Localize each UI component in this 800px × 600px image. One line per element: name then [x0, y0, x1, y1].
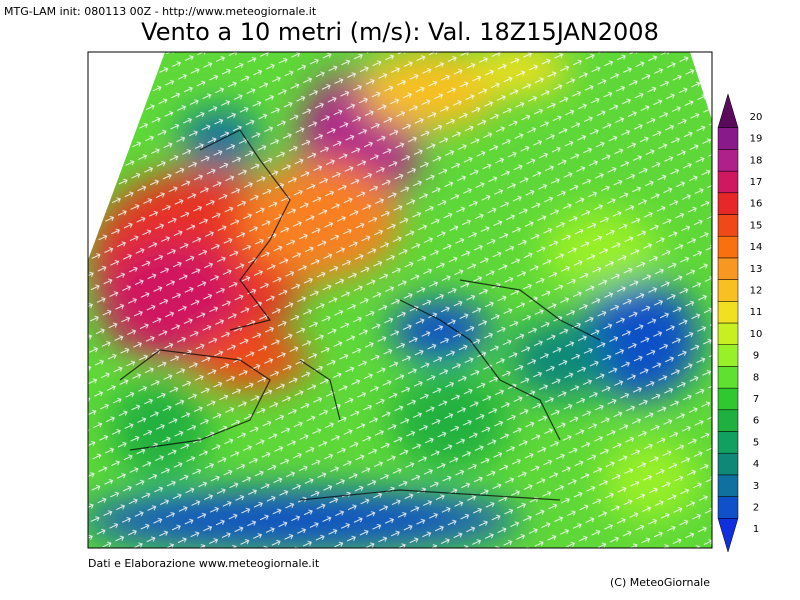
- colorbar-segment: [717, 387, 739, 411]
- colorbar-segment: [717, 279, 739, 302]
- colorbar-segment: [717, 496, 739, 519]
- colorbar-segment: [717, 366, 739, 389]
- colorbar-segment: [717, 431, 739, 454]
- colorbar-label: 17: [750, 177, 763, 188]
- colorbar-segment: [717, 170, 739, 194]
- colorbar-segment: [717, 322, 739, 345]
- colorbar-segment: [717, 257, 739, 280]
- colorbar-label: 3: [753, 481, 759, 492]
- colorbar-label: 15: [750, 220, 763, 231]
- title: Vento a 10 metri (m/s): Val. 18Z15JAN200…: [141, 18, 659, 46]
- colorbar-label: 8: [753, 372, 759, 383]
- header: MTG-LAM init: 080113 00Z - http://www.me…: [4, 5, 317, 18]
- colorbar-segment: [717, 214, 739, 237]
- colorbar-label: 1: [753, 524, 759, 535]
- colorbar-label: 6: [753, 416, 759, 427]
- colorbar-label: 18: [750, 155, 763, 166]
- colorbar-segment: [717, 127, 739, 150]
- colorbar-label: 7: [753, 394, 759, 405]
- colorbar-label: 4: [753, 459, 759, 470]
- colorbar-label: 19: [750, 134, 763, 145]
- colorbar-end: [717, 93, 739, 128]
- colorbar-label: 16: [750, 199, 763, 210]
- colorbar-segment: [717, 301, 739, 324]
- colorbar-segment: [717, 235, 739, 259]
- colorbar-label: 5: [753, 437, 759, 448]
- colorbar-segment: [717, 344, 739, 367]
- colorbar-segment: [717, 149, 739, 172]
- colorbar-label: 13: [750, 264, 763, 275]
- credit: Dati e Elaborazione www.meteogiornale.it: [88, 557, 320, 570]
- colorbar-label: 12: [750, 285, 763, 296]
- colorbar-segment: [717, 409, 739, 432]
- colorbar-label: 11: [750, 307, 763, 318]
- colorbar-label: 9: [753, 351, 759, 362]
- map-frame: [87, 51, 713, 549]
- copyright: (C) MeteoGiornale: [610, 576, 710, 589]
- colorbar-segment: [717, 192, 739, 215]
- colorbar-segment: [717, 452, 739, 476]
- colorbar-label: 20: [750, 112, 763, 123]
- colorbar-label: 10: [750, 329, 763, 340]
- colorbar-label: 14: [750, 242, 763, 253]
- colorbar-label: 2: [753, 502, 759, 513]
- wind-map: [88, 52, 712, 548]
- colorbar-segment: [717, 474, 739, 497]
- colorbar-end: [717, 518, 739, 553]
